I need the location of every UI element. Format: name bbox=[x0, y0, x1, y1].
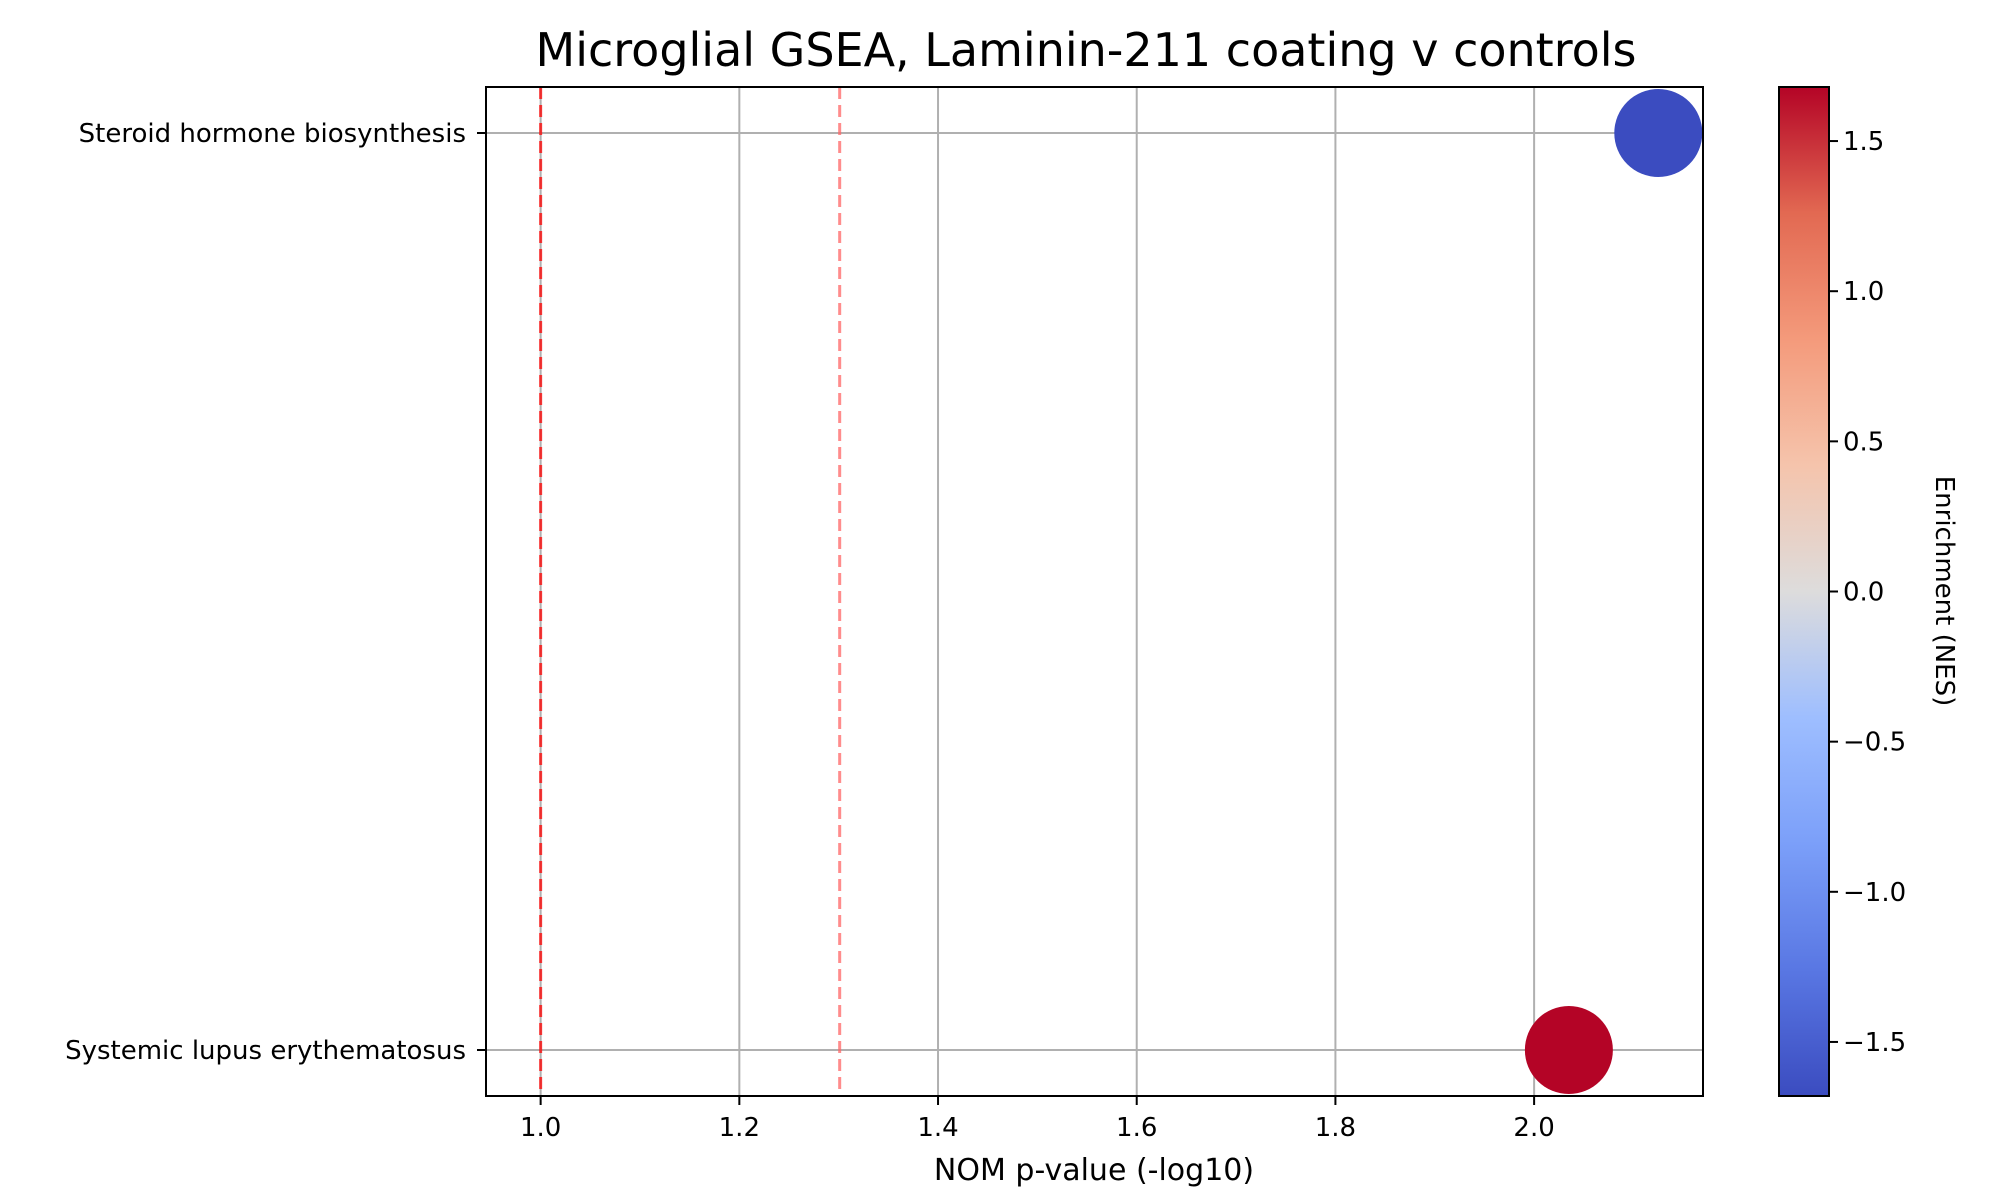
colorbar-tick-label: 0.5 bbox=[1843, 427, 1884, 457]
colorbar-tick-label: 1.0 bbox=[1843, 277, 1884, 307]
y-tick-label: Steroid hormone biosynthesis bbox=[79, 119, 466, 149]
x-tick-label: 1.4 bbox=[917, 1113, 958, 1143]
data-point bbox=[1614, 89, 1703, 177]
y-tick-label: Systemic lupus erythematosus bbox=[65, 1036, 466, 1066]
chart-title: Microglial GSEA, Laminin-211 coating v c… bbox=[536, 23, 1637, 77]
grid-lines bbox=[486, 87, 1703, 1096]
threshold-lines bbox=[539, 87, 842, 1096]
x-tick-label: 1.6 bbox=[1116, 1113, 1157, 1143]
plot-frame bbox=[485, 86, 1704, 1097]
colorbar-ticks: −1.5 −1.0 −0.5 0.0 0.5 1.0 1.5 bbox=[1829, 127, 1906, 1058]
data-point bbox=[1524, 1006, 1613, 1094]
y-axis: Steroid hormone biosynthesis Systemic lup… bbox=[65, 119, 486, 1066]
colorbar-tick-label: −1.0 bbox=[1843, 878, 1906, 908]
colorbar: −1.5 −1.0 −0.5 0.0 0.5 1.0 1.5 Enrichment (NES… bbox=[1778, 86, 1959, 1097]
plot-background bbox=[486, 87, 1703, 1096]
x-axis-label: NOM p-value (-log10) bbox=[934, 1153, 1254, 1188]
colorbar-tick-label: −1.5 bbox=[1843, 1028, 1906, 1058]
colorbar-tick-label: 0.0 bbox=[1843, 578, 1884, 608]
plot-area bbox=[485, 86, 1704, 1097]
colorbar-tick-label: −0.5 bbox=[1843, 728, 1906, 758]
x-tick-label: 1.8 bbox=[1315, 1113, 1356, 1143]
x-tick-label: 1.2 bbox=[719, 1113, 760, 1143]
x-tick-label: 1.0 bbox=[520, 1113, 561, 1143]
x-tick-label: 2.0 bbox=[1513, 1113, 1554, 1143]
colorbar-tick-label: 1.5 bbox=[1843, 127, 1884, 157]
colorbar-gradient bbox=[1778, 86, 1830, 1097]
x-axis: 1.0 1.2 1.4 1.6 1.8 2.0 bbox=[520, 1096, 1555, 1143]
data-points bbox=[1524, 89, 1703, 1094]
colorbar-label: Enrichment (NES) bbox=[1929, 476, 1959, 707]
